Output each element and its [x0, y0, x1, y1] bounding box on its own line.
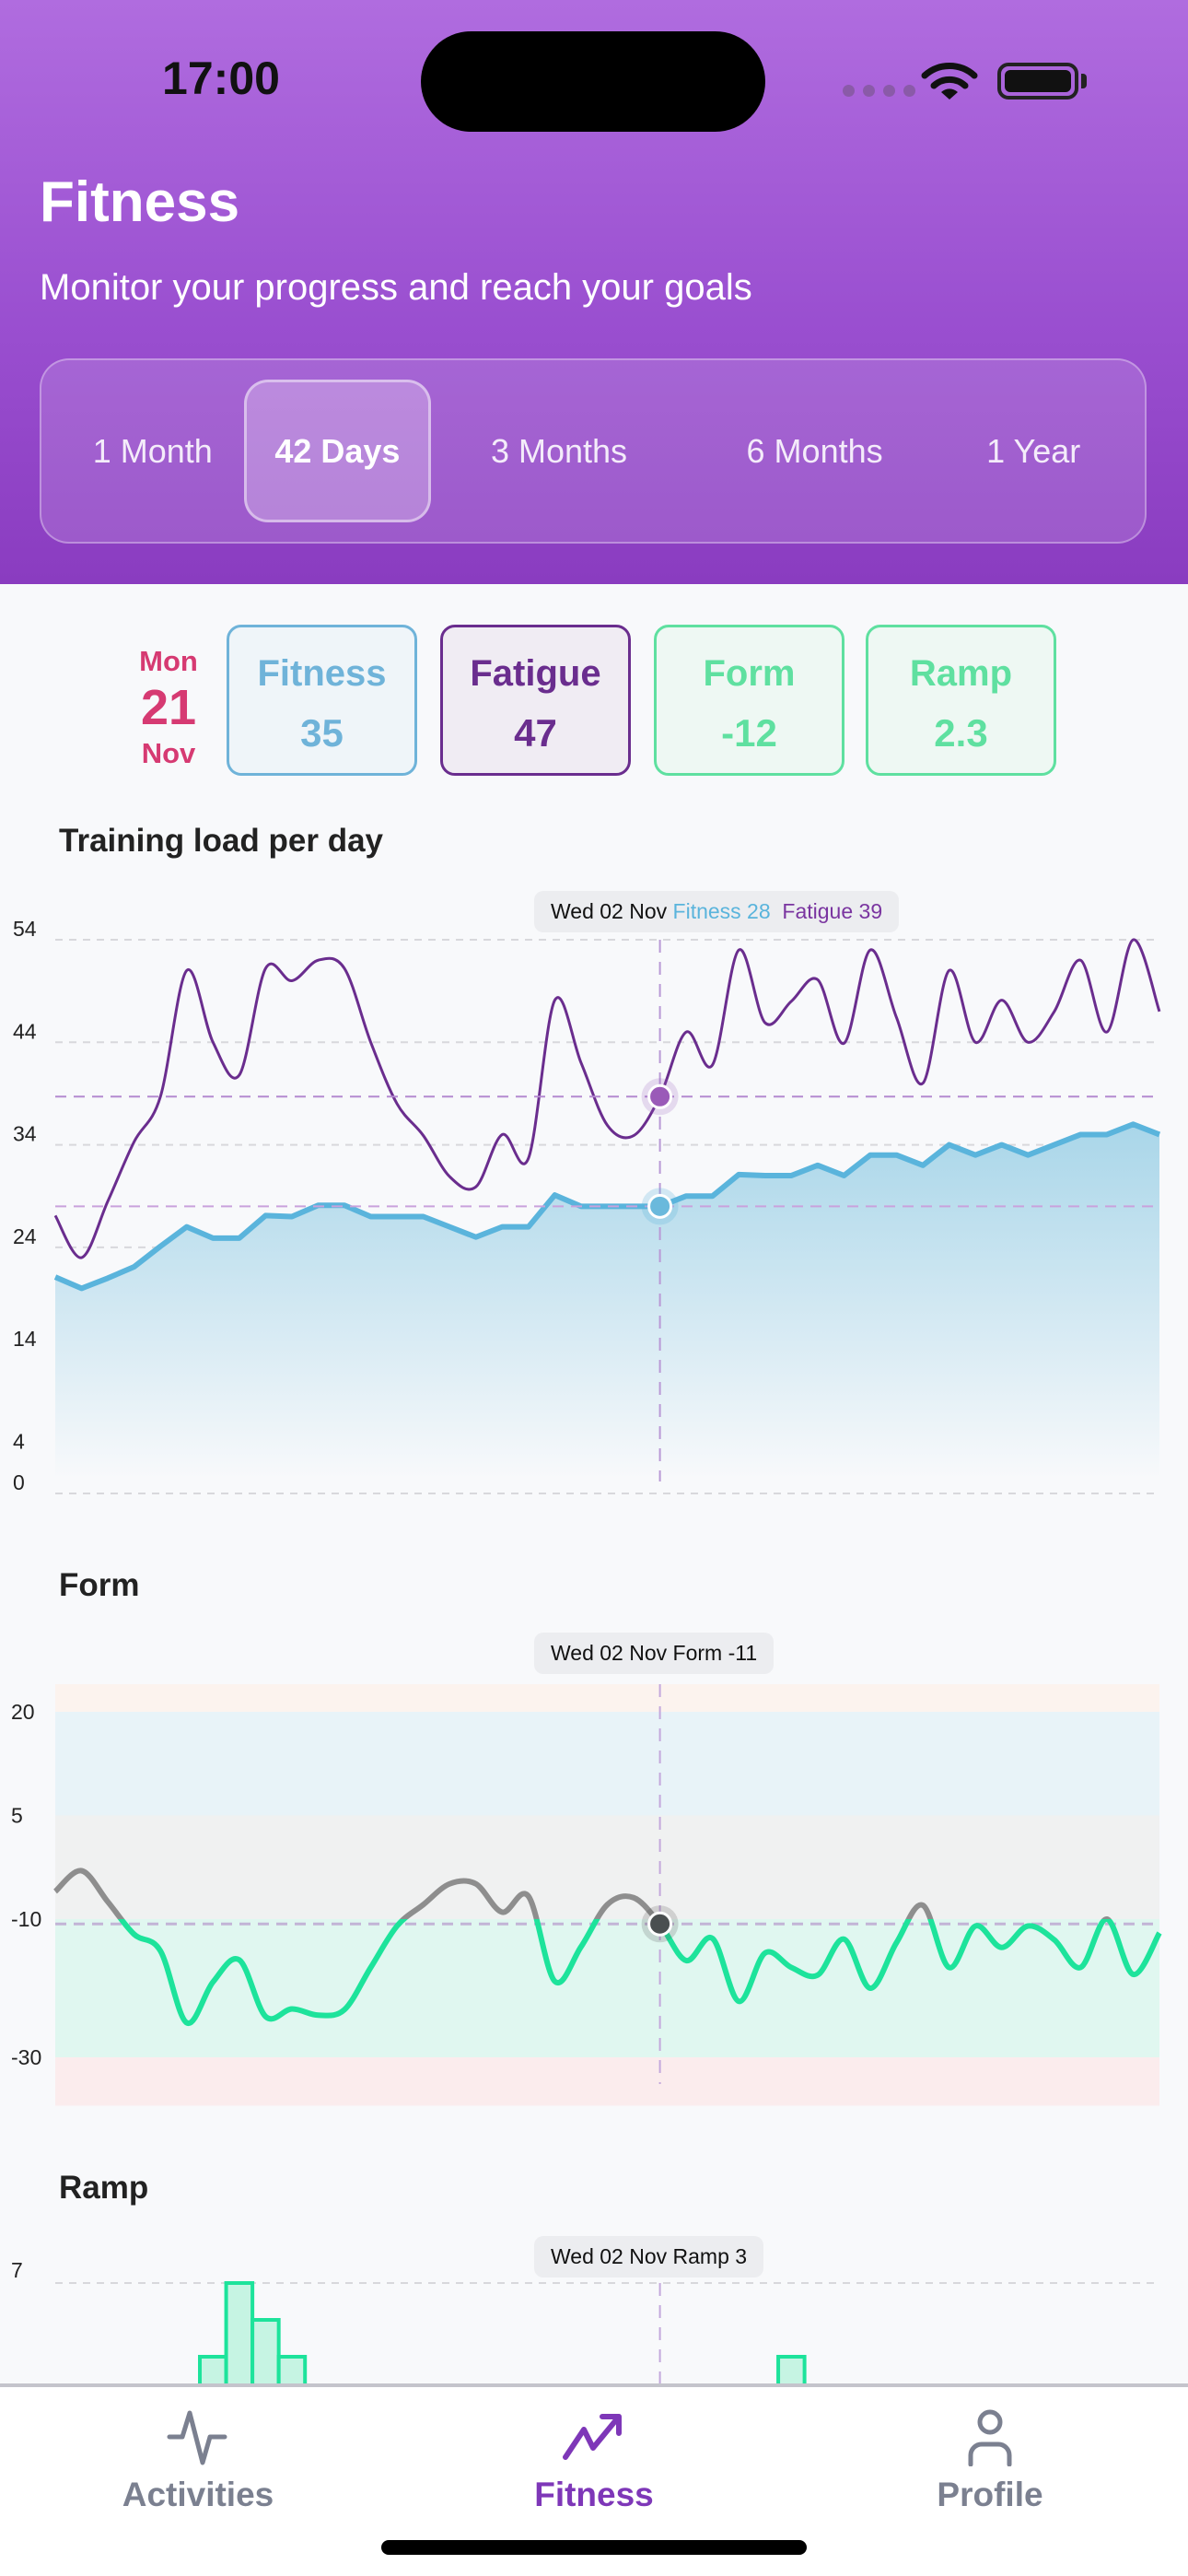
activity-pulse-icon	[167, 2410, 227, 2465]
fatigue-card-value: 47	[514, 711, 557, 755]
ramp-bar	[276, 2355, 308, 2383]
ramp-card-value: 2.3	[934, 711, 988, 755]
date-month: Nov	[141, 737, 196, 769]
ramp-title: Ramp	[59, 2170, 149, 2206]
form-card-label: Form	[703, 653, 796, 694]
selected-date: Mon 21 Nov	[129, 645, 208, 770]
fitness-area	[55, 1124, 1159, 1479]
form-title: Form	[59, 1567, 140, 1603]
fitness-card-value: 35	[300, 711, 344, 755]
y-tick-label: 5	[11, 1804, 23, 1828]
period-3-months[interactable]: 3 Months	[490, 431, 628, 470]
fitness-card-label: Fitness	[257, 653, 387, 694]
charts-canvas[interactable]: 54 44 34 24 14 4 0 20 5 -10 -30 7	[0, 0, 1188, 2383]
tooltip-date: Wed 02 Nov	[551, 899, 668, 923]
battery-tip	[1081, 74, 1087, 88]
wifi-icon	[921, 63, 978, 100]
ramp-tooltip: Wed 02 Nov Ramp 3	[534, 2236, 764, 2277]
page-subtitle: Monitor your progress and reach your goa…	[40, 267, 752, 308]
tooltip-fitness: Fitness 28	[672, 899, 771, 923]
signal-dots-icon	[843, 85, 915, 97]
period-1-year[interactable]: 1 Year	[986, 431, 1081, 470]
fatigue-point	[647, 1083, 673, 1109]
y-tick-label: 44	[13, 1019, 37, 1043]
period-6-months[interactable]: 6 Months	[746, 431, 883, 470]
tooltip-form: Form -11	[672, 1641, 758, 1665]
form-point	[647, 1911, 673, 1937]
tooltip-date: Wed 02 Nov	[551, 1641, 668, 1665]
y-tick-label: 0	[13, 1470, 25, 1494]
form-zone	[55, 1712, 1159, 1816]
form-line-above	[52, 1868, 1112, 1919]
person-icon	[968, 2409, 1012, 2466]
fatigue-card-label: Fatigue	[470, 653, 601, 694]
tooltip-fatigue: Fatigue 39	[782, 899, 883, 923]
y-tick-label: 14	[13, 1327, 37, 1351]
status-time: 17:00	[162, 53, 280, 104]
dynamic-island	[421, 31, 765, 132]
page-title: Fitness	[40, 170, 240, 234]
y-tick-label: 24	[13, 1224, 37, 1248]
form-zone	[55, 1684, 1159, 1712]
fitness-line	[53, 1121, 1161, 1292]
ramp-card-label: Ramp	[909, 653, 1013, 694]
period-1-month[interactable]: 1 Month	[92, 431, 213, 470]
y-tick-label: 7	[11, 2258, 23, 2282]
form-zone	[55, 2057, 1159, 2106]
fatigue-card[interactable]: Fatigue 47	[440, 625, 631, 776]
form-line-below	[117, 1919, 1162, 2026]
ramp-bar	[198, 2355, 228, 2383]
form-zone	[55, 1919, 1159, 2057]
date-day: 21	[140, 680, 197, 735]
y-tick-label: -30	[11, 2045, 41, 2069]
fatigue-line	[53, 938, 1161, 1259]
ramp-bar	[250, 2318, 281, 2383]
trending-up-icon	[563, 2414, 622, 2460]
y-tick-label: 4	[13, 1429, 25, 1453]
tab-activities-label: Activities	[122, 2476, 274, 2513]
y-tick-label: -10	[11, 1907, 41, 1931]
y-tick-label: 54	[13, 917, 37, 941]
tab-fitness[interactable]: Fitness	[396, 2407, 792, 2514]
y-tick-label: 20	[11, 1700, 35, 1724]
y-tick-label: 34	[13, 1122, 37, 1146]
ramp-bar	[224, 2281, 255, 2383]
training-load-tooltip: Wed 02 Nov Fitness 28 Fatigue 39	[534, 891, 900, 932]
tab-activities[interactable]: Activities	[0, 2407, 396, 2514]
form-card[interactable]: Form -12	[654, 625, 844, 776]
home-indicator	[381, 2540, 807, 2555]
form-card-value: -12	[721, 711, 777, 755]
fitness-point	[647, 1193, 673, 1219]
training-load-title: Training load per day	[59, 823, 384, 859]
period-selector: 1 Month 42 Days 3 Months 6 Months 1 Year	[40, 358, 1147, 544]
tooltip-date: Wed 02 Nov	[551, 2244, 668, 2268]
tab-profile-label: Profile	[937, 2476, 1043, 2513]
period-42-days[interactable]: 42 Days	[243, 380, 432, 522]
ramp-bar	[776, 2355, 807, 2383]
date-weekday: Mon	[139, 645, 198, 677]
form-tooltip: Wed 02 Nov Form -11	[534, 1633, 775, 1674]
ramp-card[interactable]: Ramp 2.3	[866, 625, 1056, 776]
tab-fitness-label: Fitness	[534, 2476, 654, 2513]
tooltip-ramp: Ramp 3	[672, 2244, 748, 2268]
tab-profile[interactable]: Profile	[792, 2407, 1188, 2514]
battery-icon	[997, 63, 1078, 100]
fitness-card[interactable]: Fitness 35	[227, 625, 417, 776]
